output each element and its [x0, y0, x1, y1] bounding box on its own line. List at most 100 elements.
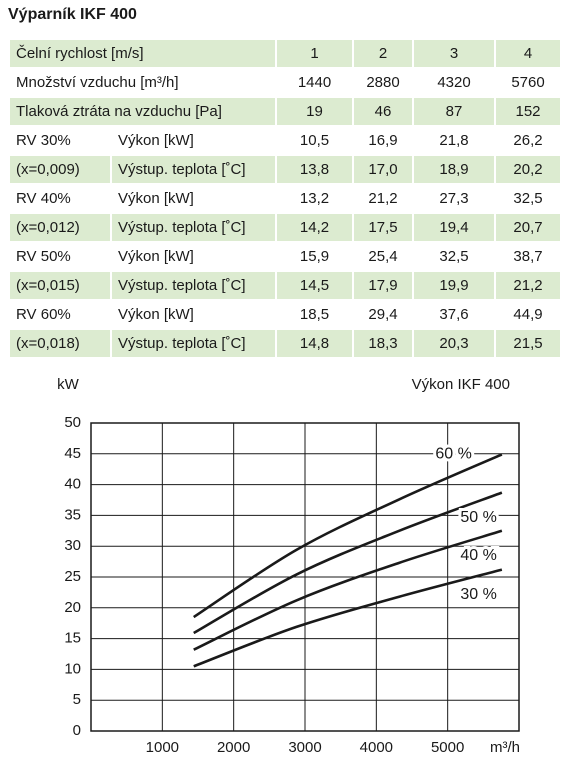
series-line: [193, 568, 503, 668]
row-label: (x=0,015): [8, 270, 112, 301]
cell: 4320: [412, 67, 496, 98]
table-row: (x=0,009) Výstup. teplota [˚C] 13,8 17,0 18,…: [8, 154, 562, 185]
y-tick-label: 40: [64, 476, 81, 493]
table-row: Množství vzduchu [m³/h] 1440 2880 4320 5760: [8, 67, 562, 98]
cell: 1: [275, 38, 354, 69]
cell: 21,5: [494, 328, 562, 359]
y-tick-label: 45: [64, 445, 81, 462]
cell: 10,5: [275, 125, 354, 156]
row-label: RV 60%: [8, 299, 112, 330]
table-row: RV 50% Výkon [kW] 15,9 25,4 32,5 38,7: [8, 241, 562, 272]
row-label: Množství vzduchu [m³/h]: [8, 67, 277, 98]
row-label: RV 40%: [8, 183, 112, 214]
cell: 13,2: [275, 183, 354, 214]
x-tick-label: 2000: [217, 739, 250, 756]
row-label: Výstup. teplota [˚C]: [110, 212, 277, 243]
x-axis-label: m³/h: [490, 739, 520, 756]
cell: 20,3: [412, 328, 496, 359]
data-table: Čelní rychlost [m/s] 1 2 3 4 Množství vzduchu…: [8, 38, 562, 359]
y-tick-label: 30: [64, 537, 81, 554]
cell: 16,9: [352, 125, 414, 156]
y-tick-label: 0: [73, 722, 81, 739]
table-row: Čelní rychlost [m/s] 1 2 3 4: [8, 38, 562, 69]
cell: 4: [494, 38, 562, 69]
x-tick-label: 1000: [146, 739, 179, 756]
row-label: Výkon [kW]: [110, 241, 277, 272]
row-label: (x=0,009): [8, 154, 112, 185]
y-tick-label: 15: [64, 630, 81, 647]
cell: 32,5: [494, 183, 562, 214]
y-axis-label: kW: [57, 376, 80, 393]
series-label: 50 %: [460, 509, 496, 526]
cell: 44,9: [494, 299, 562, 330]
cell: 18,3: [352, 328, 414, 359]
title: Výparník IKF 400: [8, 6, 137, 23]
cell: 87: [412, 96, 496, 127]
table-row: RV 40% Výkon [kW] 13,2 21,2 27,3 32,5: [8, 183, 562, 214]
series-label: 60 %: [435, 446, 471, 463]
y-tick-label: 5: [73, 691, 81, 708]
cell: 18,9: [412, 154, 496, 185]
series-line: [193, 529, 503, 651]
cell: 21,8: [412, 125, 496, 156]
row-label: Výstup. teplota [˚C]: [110, 328, 277, 359]
row-label: Výstup. teplota [˚C]: [110, 154, 277, 185]
cell: 14,5: [275, 270, 354, 301]
cell: 27,3: [412, 183, 496, 214]
cell: 15,9: [275, 241, 354, 272]
y-tick-label: 20: [64, 599, 81, 616]
row-label: (x=0,012): [8, 212, 112, 243]
series-line: [193, 453, 503, 619]
row-label: (x=0,018): [8, 328, 112, 359]
cell: 21,2: [494, 270, 562, 301]
cell: 3: [412, 38, 496, 69]
table-row: Tlaková ztráta na vzduchu [Pa] 19 46 87 152: [8, 96, 562, 127]
chart-title: Výkon IKF 400: [412, 376, 510, 393]
table-row: (x=0,015) Výstup. teplota [˚C] 14,5 17,9 19,…: [8, 270, 562, 301]
cell: 18,5: [275, 299, 354, 330]
table-row: (x=0,012) Výstup. teplota [˚C] 14,2 17,5 19,…: [8, 212, 562, 243]
chart: kW Výkon IKF 400 m³/h 0 5 10 15 20 25 30 35 40 45…: [57, 376, 520, 756]
cell: 13,8: [275, 154, 354, 185]
series-label: 30 %: [460, 586, 496, 603]
cell: 32,5: [412, 241, 496, 272]
cell: 21,2: [352, 183, 414, 214]
cell: 25,4: [352, 241, 414, 272]
cell: 19,4: [412, 212, 496, 243]
y-tick-label: 10: [64, 660, 81, 677]
series-label: 40 %: [460, 547, 496, 564]
row-label: Čelní rychlost [m/s]: [8, 38, 277, 69]
cell: 19: [275, 96, 354, 127]
y-tick-label: 35: [64, 506, 81, 523]
cell: 38,7: [494, 241, 562, 272]
cell: 14,8: [275, 328, 354, 359]
cell: 2880: [352, 67, 414, 98]
row-label: RV 50%: [8, 241, 112, 272]
x-tick-label: 5000: [431, 739, 464, 756]
table-row: RV 60% Výkon [kW] 18,5 29,4 37,6 44,9: [8, 299, 562, 330]
y-tick-label: 50: [64, 414, 81, 431]
cell: 20,7: [494, 212, 562, 243]
cell: 37,6: [412, 299, 496, 330]
cell: 1440: [275, 67, 354, 98]
cell: 152: [494, 96, 562, 127]
row-label: RV 30%: [8, 125, 112, 156]
cell: 14,2: [275, 212, 354, 243]
x-tick-label: 3000: [288, 739, 321, 756]
cell: 2: [352, 38, 414, 69]
row-label: Výkon [kW]: [110, 125, 277, 156]
cell: 19,9: [412, 270, 496, 301]
row-label: Výkon [kW]: [110, 183, 277, 214]
row-label: Tlaková ztráta na vzduchu [Pa]: [8, 96, 277, 127]
cell: 20,2: [494, 154, 562, 185]
row-label: Výkon [kW]: [110, 299, 277, 330]
y-tick-label: 25: [64, 568, 81, 585]
cell: 46: [352, 96, 414, 127]
x-tick-label: 4000: [360, 739, 393, 756]
cell: 29,4: [352, 299, 414, 330]
series-line: [193, 491, 503, 635]
table-row: RV 30% Výkon [kW] 10,5 16,9 21,8 26,2: [8, 125, 562, 156]
cell: 17,0: [352, 154, 414, 185]
cell: 26,2: [494, 125, 562, 156]
